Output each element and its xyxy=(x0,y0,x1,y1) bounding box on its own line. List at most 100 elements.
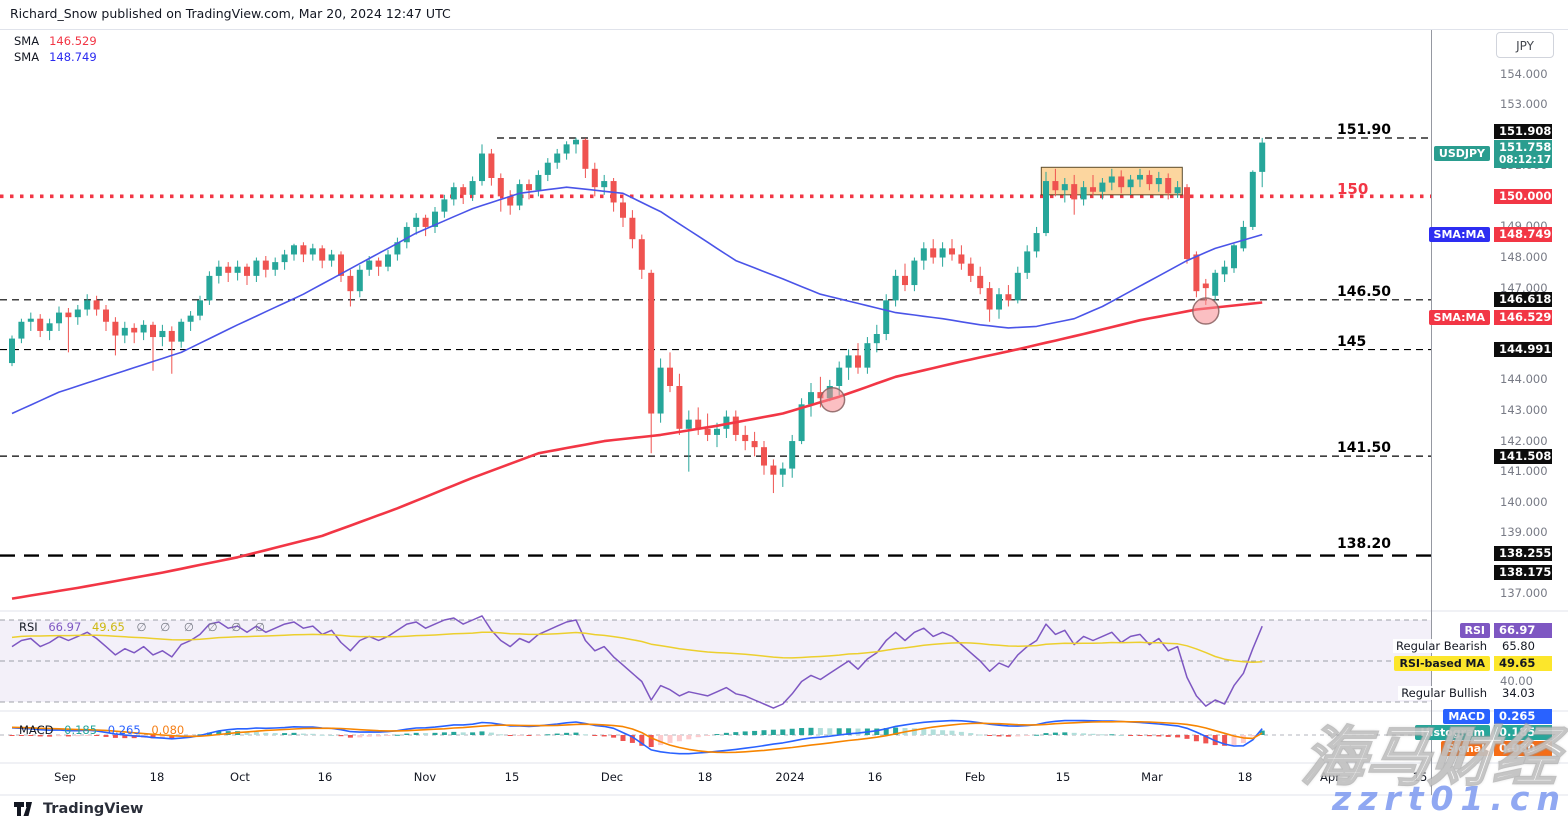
candle-body xyxy=(37,318,44,331)
price-tick-148: 148.000 xyxy=(1500,250,1548,265)
candle-body xyxy=(1090,187,1096,192)
macd-histogram-bar xyxy=(498,734,504,736)
time-tick-Sep[interactable]: Sep xyxy=(54,770,76,784)
time-tick-Dec[interactable]: Dec xyxy=(600,770,624,784)
rsi-divergence-label: Regular Bearish xyxy=(1393,639,1490,653)
time-tick-16[interactable]: 16 xyxy=(317,770,333,784)
macd-histogram-bar xyxy=(394,734,400,736)
rsi-label: RSI xyxy=(19,620,38,634)
candle-body xyxy=(375,260,382,267)
candle-body xyxy=(873,333,880,344)
sma-slow-line xyxy=(11,301,1263,600)
symbol-tag: USDJPY xyxy=(1433,146,1490,162)
sma-slow-legend-row[interactable]: SMA 146.529 xyxy=(14,33,97,49)
watermark-url: zzrt01.cn xyxy=(1332,779,1567,818)
macd-histogram-bar xyxy=(770,729,776,735)
candle-body xyxy=(1127,179,1134,188)
candle-body xyxy=(1174,187,1181,194)
candle-body xyxy=(761,447,767,466)
candle-body xyxy=(450,187,457,200)
price-tick-141: 141.000 xyxy=(1500,464,1548,479)
candle-body xyxy=(1184,187,1190,260)
candle-body xyxy=(65,312,72,318)
time-tick-Feb[interactable]: Feb xyxy=(964,770,986,784)
highlight-circle[interactable] xyxy=(1192,297,1220,325)
candle-body xyxy=(751,441,758,448)
time-tick-18[interactable]: 18 xyxy=(149,770,165,784)
macd-histogram-bar xyxy=(695,735,701,738)
candle-body xyxy=(554,153,561,163)
time-tick-Apr[interactable]: Apr xyxy=(1320,770,1340,784)
macd-pane-header[interactable]: MACD 0.185 0.265 0.080 xyxy=(19,723,184,737)
macd-histogram-bar xyxy=(404,733,410,735)
time-tick-2024[interactable]: 2024 xyxy=(775,770,805,784)
macd-histogram-bar xyxy=(1109,734,1115,736)
candle-body xyxy=(328,254,335,261)
publish-header: Richard_Snow published on TradingView.co… xyxy=(10,6,451,21)
macd-histogram-bar xyxy=(347,735,353,738)
candle-body xyxy=(441,199,448,212)
time-tick-16[interactable]: 16 xyxy=(867,770,883,784)
macd-hist-value: 0.185 xyxy=(64,723,98,737)
candle-body xyxy=(1118,176,1125,188)
candle-body xyxy=(685,419,692,429)
time-tick-15[interactable]: 15 xyxy=(1412,770,1428,784)
macd-histogram-bar xyxy=(545,734,551,736)
macd-histogram-bar xyxy=(310,733,316,735)
macd-histogram-bar xyxy=(874,728,880,735)
macd-histogram-bar xyxy=(338,735,344,737)
macd-histogram-bar xyxy=(470,732,476,735)
level-label-150: 150 xyxy=(1337,180,1369,199)
candle-body xyxy=(159,330,166,338)
macd-histogram-bar xyxy=(517,735,523,736)
time-tick-Nov[interactable]: Nov xyxy=(413,770,437,784)
macd-histogram-bar xyxy=(479,731,485,735)
macd-histogram-bar xyxy=(1099,734,1105,736)
candle-body xyxy=(1259,142,1266,172)
macd-histogram-bar xyxy=(573,732,579,735)
time-tick-Oct[interactable]: Oct xyxy=(230,770,250,784)
time-tick-15[interactable]: 15 xyxy=(1055,770,1071,784)
rsi-ma-value: 49.65 xyxy=(91,620,125,634)
time-tick-Mar[interactable]: Mar xyxy=(1141,770,1163,784)
sma-fast-legend-row[interactable]: SMA 148.749 xyxy=(14,49,97,65)
candle-body xyxy=(385,254,391,267)
rsi-value: 66.97 xyxy=(48,620,82,634)
candle-body xyxy=(902,275,908,286)
macd-histogram-bar xyxy=(855,728,861,735)
price-tick-143: 143.000 xyxy=(1500,402,1548,417)
time-tick-18[interactable]: 18 xyxy=(1237,770,1253,784)
highlight-circle[interactable] xyxy=(819,387,846,413)
macd-histogram-bar xyxy=(1240,735,1246,743)
candle-body xyxy=(1014,272,1021,301)
price-tick-142: 142.000 xyxy=(1500,433,1548,448)
rsi-pane-header[interactable]: RSI 66.97 49.65 ∅ ∅ ∅ ∅ ∅ ∅ xyxy=(19,620,270,634)
sma-fast-value: 148.749 xyxy=(49,50,97,64)
candle-body xyxy=(563,144,570,154)
candle-body xyxy=(732,416,739,435)
rsi-tag-RSI: RSI xyxy=(1459,622,1490,638)
macd-histogram-bar xyxy=(996,735,1002,737)
macd-histogram-bar xyxy=(789,728,795,735)
currency-button[interactable]: JPY xyxy=(1496,32,1554,58)
chart-plot[interactable] xyxy=(0,137,1431,755)
macd-histogram-bar xyxy=(47,735,53,737)
tradingview-logo[interactable]: TradingView xyxy=(14,801,143,817)
candle-body xyxy=(920,248,927,261)
candle-body xyxy=(1146,174,1153,185)
candle-body xyxy=(131,327,138,333)
candle-body xyxy=(1043,181,1049,234)
macd-histogram-bar xyxy=(169,735,175,739)
rsi-tick: 40.00 xyxy=(1500,674,1533,688)
time-tick-18[interactable]: 18 xyxy=(697,770,713,784)
candle-body xyxy=(535,174,542,191)
macd-histogram-bar xyxy=(723,732,729,735)
candle-body xyxy=(168,330,175,342)
candle-body xyxy=(949,248,955,255)
macd-histogram-bar xyxy=(366,735,372,737)
candle-body xyxy=(262,260,269,270)
macd-histogram-bar xyxy=(526,735,532,736)
time-tick-15[interactable]: 15 xyxy=(504,770,520,784)
